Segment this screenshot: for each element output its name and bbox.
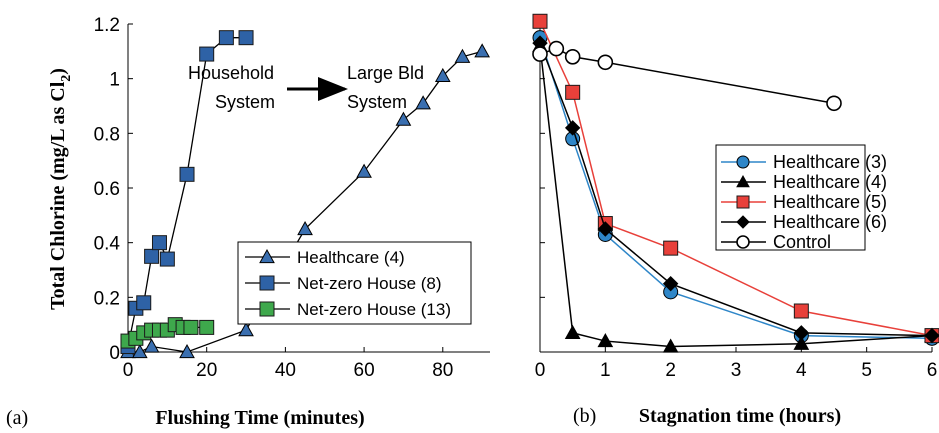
data-point-net-zero-house-13	[199, 319, 215, 335]
data-point-b-healthcare-4	[597, 333, 614, 348]
data-point-healthcare-4	[395, 111, 412, 126]
data-point-b-healthcare-5	[793, 303, 809, 319]
data-point-healthcare-4	[356, 163, 372, 178]
panel-b-x-tick-label: 2	[665, 360, 676, 381]
data-point-healthcare-4	[474, 43, 490, 58]
panel-b-x-tick-label: 4	[796, 360, 807, 381]
legend-marker-healthcare-4	[259, 248, 275, 264]
panel-b-plot: 0 1 2 3 4 5 6	[532, 13, 939, 381]
data-point-net-zero-house-8	[238, 30, 254, 46]
legend-b-marker-control	[736, 235, 750, 249]
data-point-b-control	[826, 95, 842, 112]
data-point-b-healthcare-6	[924, 327, 939, 344]
data-point-b-healthcare-6	[597, 221, 614, 237]
panel-a: 0 0.2 0.4 0.6 0.8 1 1.2 0 20 40 60 80 Household Sys…	[6, 15, 490, 429]
data-point-b-control	[548, 40, 565, 57]
panel-a-y-tick-label: 0.4	[94, 234, 121, 255]
panel-b-x-tick-label: 6	[927, 360, 938, 381]
data-point-healthcare-4	[434, 67, 451, 83]
panel-a-x-tick-label: 40	[275, 360, 296, 381]
panel-a-y-axis-label: Total Chlorine (mg/L as Cl2)	[47, 68, 74, 310]
data-point-b-healthcare-5	[663, 240, 679, 256]
data-point-b-healthcare-6	[793, 325, 810, 341]
data-point-b-healthcare-5	[532, 13, 548, 29]
legend-b-label-healthcare-3: Healthcare (3)	[773, 152, 887, 172]
data-point-b-control	[532, 46, 548, 62]
legend-b-marker-healthcare-5	[736, 195, 750, 209]
panel-a-y-tick-label: 0.2	[94, 288, 120, 309]
panel-a-x-tick-label: 80	[432, 360, 453, 381]
legend-b-label-healthcare-6: Healthcare (6)	[773, 212, 887, 232]
panel-a-x-tick-label: 60	[354, 360, 375, 381]
data-point-net-zero-house-8	[218, 30, 234, 46]
legend-marker-net-zero-house-13	[259, 301, 275, 317]
panel-a-tag: (a)	[6, 407, 28, 429]
legend-b-marker-healthcare-4	[736, 174, 750, 188]
panel-b-x-axis-label: Stagnation time (hours)	[639, 405, 841, 427]
panel-a-plot: 0 0.2 0.4 0.6 0.8 1 1.2 0 20 40 60 80	[94, 15, 490, 381]
annotation-largebld-line2: System	[347, 92, 407, 112]
panel-a-y-tick-label: 0.8	[94, 124, 120, 145]
data-point-net-zero-house-8	[136, 295, 152, 311]
data-point-net-zero-house-13	[183, 319, 199, 335]
data-point-net-zero-house-8	[159, 251, 175, 267]
legend-b-marker-healthcare-6	[736, 215, 750, 229]
legend-label-healthcare-4: Healthcare (4)	[297, 248, 405, 267]
panel-a-y-tick-label: 1.2	[94, 15, 120, 36]
annotation-largebld-line1: Large Bld	[347, 63, 424, 83]
panel-b-x-tick-label: 1	[600, 360, 611, 381]
legend-label-net-zero-house-8: Net-zero House (8)	[297, 274, 442, 293]
data-point-b-healthcare-4	[564, 324, 581, 339]
data-point-b-healthcare-4	[793, 335, 810, 350]
data-point-b-healthcare-6	[662, 275, 679, 292]
panel-a-y-tick-label: 0	[109, 343, 120, 364]
legend-marker-net-zero-house-8	[259, 275, 275, 291]
annotation-household-line1: Household	[188, 63, 274, 83]
data-point-net-zero-house-8	[151, 235, 167, 251]
panel-b-x-tick-label: 3	[731, 360, 742, 381]
data-point-healthcare-4	[179, 343, 195, 359]
annotation-household-line2: System	[215, 92, 275, 112]
data-point-healthcare-4	[238, 322, 254, 337]
panel-a-x-tick-label: 20	[196, 360, 217, 381]
panel-b: 0 1 2 3 4 5 6 Stagnation time (hours) (b) Heal…	[532, 13, 939, 427]
panel-b-x-tick-label: 0	[535, 360, 546, 381]
panel-a-x-tick-label: 0	[123, 360, 134, 381]
series-line-b-healthcare-4	[539, 45, 933, 348]
panel-b-x-tick-label: 5	[861, 360, 872, 381]
series-line-b-healthcare-5	[539, 20, 933, 337]
panel-a-x-axis-label: Flushing Time (minutes)	[155, 407, 364, 429]
data-point-healthcare-4	[131, 343, 148, 359]
data-point-healthcare-4	[415, 95, 431, 110]
series-line-b-control	[539, 47, 835, 105]
data-point-healthcare-4	[297, 220, 313, 236]
legend-b-label-healthcare-5: Healthcare (5)	[773, 192, 887, 212]
legend-b-label-control: Control	[773, 232, 831, 252]
panel-a-y-tick-label: 1	[109, 70, 120, 91]
data-point-b-control	[564, 48, 581, 65]
legend-b-label-healthcare-4: Healthcare (4)	[773, 172, 887, 192]
legend-label-net-zero-house-13: Net-zero House (13)	[297, 300, 451, 319]
data-point-b-control	[597, 54, 614, 71]
data-point-b-healthcare-5	[565, 84, 581, 100]
data-point-healthcare-4	[454, 48, 471, 63]
series-line-b-healthcare-3	[539, 37, 933, 340]
data-point-b-healthcare-6	[564, 120, 581, 136]
data-point-net-zero-house-8	[199, 46, 215, 62]
data-point-net-zero-house-8	[179, 166, 195, 182]
legend-b-marker-healthcare-3	[736, 155, 750, 169]
data-point-healthcare-4	[143, 338, 160, 353]
panel-b-tag: (b)	[573, 405, 596, 427]
panel-a-y-tick-label: 0.6	[94, 179, 120, 200]
panel-b-legend: Healthcare (3)Healthcare (4)Healthcare (…	[715, 144, 887, 252]
series-line-b-healthcare-6	[539, 42, 933, 337]
data-point-b-healthcare-4	[662, 338, 679, 353]
panel-a-legend: Healthcare (4) Net-zero House (8) Net-zero…	[237, 241, 472, 325]
data-point-net-zero-house-8	[144, 248, 160, 264]
